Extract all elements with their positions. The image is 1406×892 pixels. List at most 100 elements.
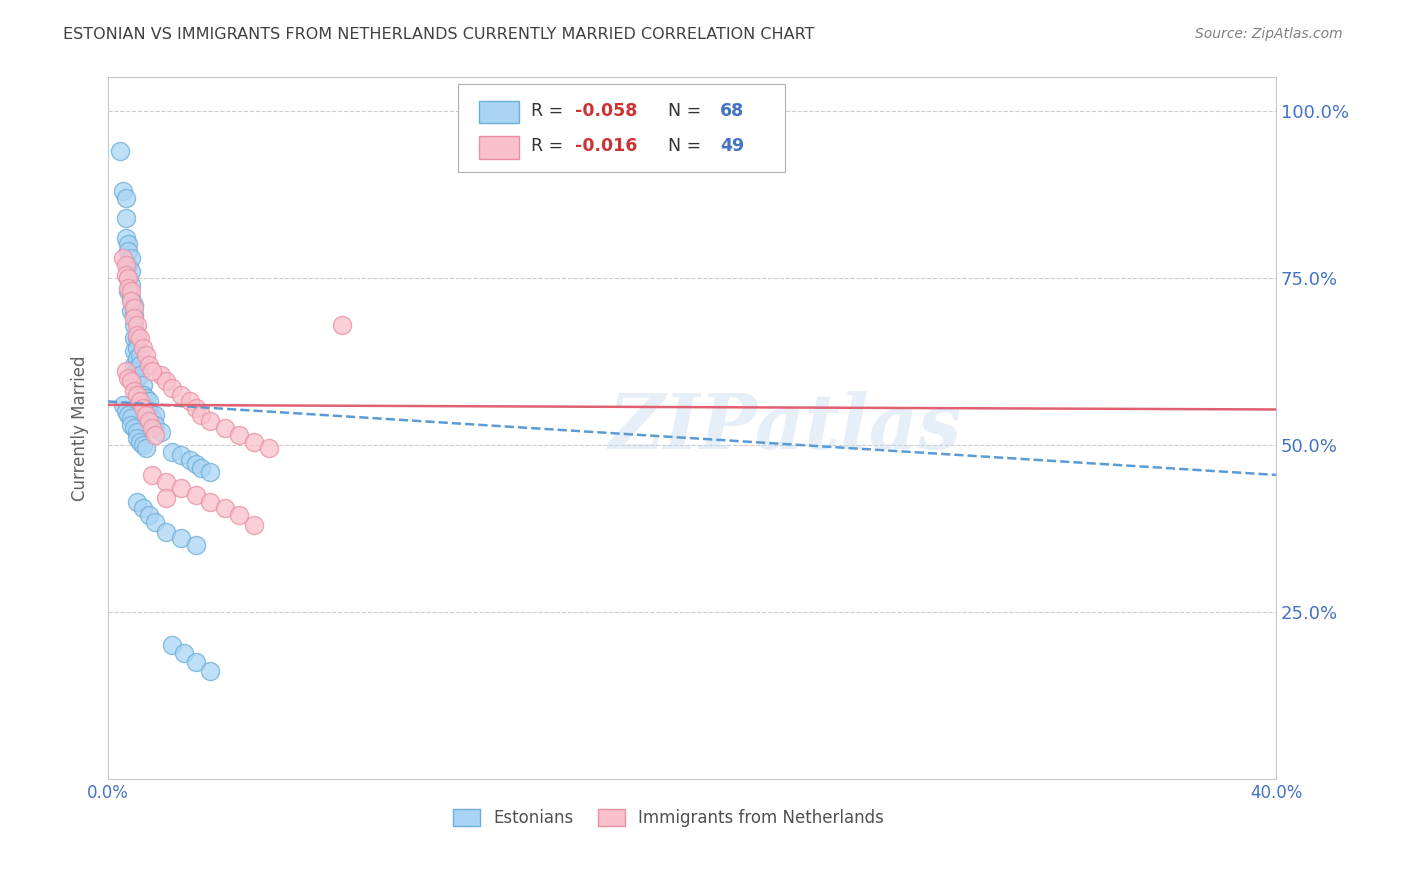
Point	[114, 404, 136, 418]
Point	[111, 398, 134, 412]
Point	[132, 401, 155, 416]
Point	[138, 404, 160, 418]
Point	[190, 461, 212, 475]
Point	[127, 371, 149, 385]
Point	[179, 394, 201, 409]
Point	[184, 457, 207, 471]
Point	[170, 388, 193, 402]
Point	[127, 341, 149, 355]
FancyBboxPatch shape	[479, 101, 519, 123]
Point	[117, 408, 139, 422]
Point	[129, 348, 152, 362]
Point	[184, 401, 207, 416]
Point	[108, 144, 131, 158]
Point	[170, 532, 193, 546]
Point	[127, 425, 149, 439]
Point	[127, 494, 149, 508]
Point	[120, 375, 142, 389]
Point	[132, 377, 155, 392]
Text: -0.016: -0.016	[575, 137, 637, 155]
Point	[114, 191, 136, 205]
Point	[132, 341, 155, 355]
Point	[120, 277, 142, 292]
Text: R =: R =	[531, 102, 568, 120]
Point	[114, 258, 136, 272]
Point	[198, 415, 221, 429]
Point	[127, 388, 149, 402]
Text: Source: ZipAtlas.com: Source: ZipAtlas.com	[1195, 27, 1343, 41]
Point	[143, 515, 166, 529]
Y-axis label: Currently Married: Currently Married	[72, 355, 89, 501]
Point	[120, 304, 142, 318]
Point	[160, 638, 183, 652]
Point	[122, 331, 145, 345]
Point	[135, 348, 157, 362]
Point	[111, 251, 134, 265]
Point	[117, 244, 139, 259]
Point	[198, 494, 221, 508]
Point	[120, 284, 142, 298]
Point	[129, 358, 152, 372]
Text: ZIPatlas: ZIPatlas	[609, 392, 962, 466]
Point	[120, 264, 142, 278]
Point	[127, 361, 149, 376]
Legend: Estonians, Immigrants from Netherlands: Estonians, Immigrants from Netherlands	[446, 802, 891, 834]
Point	[117, 271, 139, 285]
Point	[127, 331, 149, 345]
Point	[143, 417, 166, 432]
Point	[127, 431, 149, 445]
Point	[120, 251, 142, 265]
Point	[117, 271, 139, 285]
Point	[122, 310, 145, 325]
Point	[170, 481, 193, 495]
Point	[330, 318, 353, 332]
Point	[117, 258, 139, 272]
Point	[243, 518, 266, 533]
Text: ESTONIAN VS IMMIGRANTS FROM NETHERLANDS CURRENTLY MARRIED CORRELATION CHART: ESTONIAN VS IMMIGRANTS FROM NETHERLANDS …	[63, 27, 814, 42]
Point	[184, 655, 207, 669]
Point	[127, 351, 149, 365]
Point	[120, 294, 142, 309]
Text: N =: N =	[657, 102, 707, 120]
Point	[127, 318, 149, 332]
Point	[179, 452, 201, 467]
Point	[122, 318, 145, 332]
Point	[132, 438, 155, 452]
Point	[170, 448, 193, 462]
Point	[135, 441, 157, 455]
Point	[155, 524, 177, 539]
Point	[117, 237, 139, 252]
Point	[132, 398, 155, 412]
Point	[120, 411, 142, 425]
Point	[122, 421, 145, 435]
Point	[190, 408, 212, 422]
Point	[214, 501, 236, 516]
Point	[173, 646, 195, 660]
Point	[143, 408, 166, 422]
Point	[198, 465, 221, 479]
Point	[129, 331, 152, 345]
Point	[184, 538, 207, 552]
Point	[138, 508, 160, 522]
Text: 49: 49	[720, 137, 744, 155]
Point	[135, 408, 157, 422]
FancyBboxPatch shape	[479, 136, 519, 159]
Point	[114, 211, 136, 225]
Point	[143, 428, 166, 442]
Point	[141, 421, 163, 435]
Text: R =: R =	[531, 137, 568, 155]
Point	[132, 501, 155, 516]
Point	[228, 508, 250, 522]
Point	[132, 388, 155, 402]
Point	[114, 231, 136, 245]
Point	[122, 384, 145, 399]
Text: 68: 68	[720, 102, 744, 120]
Point	[155, 475, 177, 489]
Point	[122, 301, 145, 315]
Point	[138, 394, 160, 409]
Point	[214, 421, 236, 435]
Point	[111, 184, 134, 198]
Point	[129, 394, 152, 409]
Point	[149, 425, 172, 439]
Text: N =: N =	[657, 137, 707, 155]
